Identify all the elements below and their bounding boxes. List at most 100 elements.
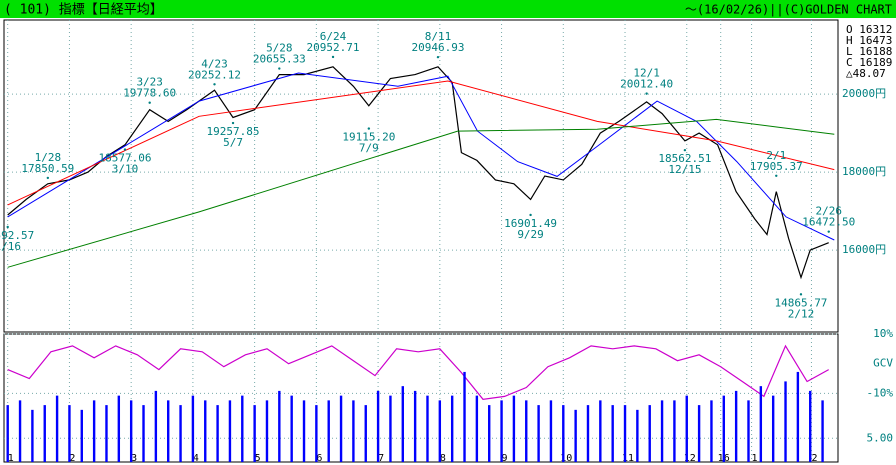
- volume-bar: [660, 400, 664, 462]
- volume-bar: [68, 405, 71, 462]
- volume-bar: [327, 400, 330, 462]
- annotation-point: [436, 55, 440, 59]
- x-tick-label: 2: [69, 453, 75, 464]
- ohlc-close: C 16189: [846, 56, 892, 69]
- annotation-point: [331, 55, 335, 59]
- annotation-date: 3/23: [136, 76, 163, 89]
- annotation-value: 19778.60: [123, 87, 176, 100]
- volume-bar: [475, 395, 479, 462]
- annotation-date: 4/23: [201, 57, 228, 70]
- annotation-date: 1/28: [35, 151, 62, 164]
- volume-bar: [771, 395, 775, 462]
- volume-bar: [278, 390, 281, 462]
- volume-bar: [6, 405, 9, 462]
- volume-bar: [685, 395, 688, 462]
- volume-bar: [537, 405, 540, 462]
- ohlc-low: L 16188: [846, 45, 892, 58]
- annotation-value: 19257.85: [207, 125, 260, 138]
- annotation-date: 7/9: [359, 142, 379, 155]
- volume-bar: [734, 390, 738, 462]
- annotation-date: 8/11: [425, 30, 452, 43]
- volume-bar: [352, 400, 355, 462]
- volume-bar: [426, 395, 429, 462]
- y-tick-label: -10%: [867, 386, 894, 399]
- annotation-point: [799, 293, 803, 296]
- x-tick-label: 9: [502, 453, 508, 464]
- annotation-point: [123, 148, 127, 151]
- volume-bar: [673, 400, 676, 462]
- x-tick-label: 6: [316, 453, 322, 464]
- volume-bar: [809, 390, 812, 462]
- volume-bar: [623, 405, 627, 462]
- annotation-point: [46, 176, 50, 180]
- volume-bar: [710, 400, 713, 462]
- volume-bar: [191, 395, 195, 462]
- ohlc-change: △48.07: [846, 67, 886, 80]
- volume-bar: [92, 400, 96, 462]
- x-tick-label: 1: [8, 453, 14, 464]
- y-tick-label: 20000円: [842, 87, 886, 100]
- volume-bar: [55, 395, 59, 462]
- volume-bar: [31, 409, 34, 462]
- volume-bar: [438, 400, 442, 462]
- volume-bar: [80, 409, 83, 462]
- volume-bar: [636, 409, 639, 462]
- volume-bar: [253, 405, 256, 462]
- price-frame: [3, 19, 839, 333]
- header-right: ～(16/02/26)||(C)GOLDEN CHART: [685, 3, 892, 17]
- volume-bar: [401, 386, 404, 462]
- annotation-value: 18577.06: [99, 152, 152, 165]
- x-tick-label: 2: [811, 453, 817, 464]
- annotation-value: 20012.40: [620, 78, 673, 91]
- y-tick-label: 16000円: [842, 243, 886, 256]
- volume-bar: [364, 405, 367, 462]
- volume-bar: [500, 400, 503, 462]
- annotation-value: 16901.49: [504, 217, 557, 230]
- x-tick-label: 10: [560, 453, 572, 464]
- volume-bar: [129, 400, 133, 462]
- annotation-point: [775, 174, 778, 177]
- volume-bar: [43, 405, 46, 462]
- annotation-date: 12/15: [668, 163, 701, 176]
- annotation-date: 1/16: [0, 240, 21, 253]
- x-tick-label: 3: [131, 453, 137, 464]
- volume-bar: [574, 409, 577, 462]
- annotation-date: 5/28: [266, 42, 293, 55]
- annotation-value: 16592.57: [0, 229, 34, 242]
- volume-bar: [265, 400, 269, 462]
- header-title: ( 101) 指標【日経平均】: [4, 3, 163, 18]
- annotation-value: 17850.59: [21, 162, 74, 175]
- annotation-value: 20252.12: [188, 68, 241, 81]
- annotation-point: [231, 121, 235, 125]
- annotation-point: [367, 127, 371, 130]
- ohlc-high: H 16473: [846, 34, 892, 47]
- y-tick-label: 10%: [873, 327, 893, 340]
- volume-bar: [204, 400, 207, 462]
- annotation-date: 2/1: [766, 149, 786, 162]
- volume-bar: [302, 400, 306, 462]
- volume-bar: [389, 395, 392, 462]
- annotation-value: 20946.93: [411, 41, 464, 54]
- volume-bar: [549, 400, 553, 462]
- volume-bar: [648, 405, 651, 462]
- annotation-date: 3/10: [112, 163, 139, 176]
- x-tick-label: 4: [193, 453, 199, 464]
- moving-average: [7, 80, 835, 206]
- x-tick-label: 7: [378, 453, 384, 464]
- gcv-line: [7, 344, 829, 400]
- annotation-point: [645, 92, 648, 95]
- volume-bar: [376, 390, 380, 462]
- annotation-value: 14865.77: [774, 296, 827, 309]
- volume-bar: [450, 395, 454, 462]
- volume-bar: [18, 400, 22, 462]
- annotation-value: 17905.37: [750, 160, 803, 173]
- volume-bar: [611, 405, 614, 462]
- annotation-value: 20655.33: [253, 53, 306, 66]
- x-tick-label: 11: [622, 453, 634, 464]
- volume-bar: [142, 405, 145, 462]
- annotation-point: [213, 83, 216, 86]
- volume-bar: [154, 390, 158, 462]
- x-tick-label: 5: [255, 453, 261, 464]
- volume-bar: [117, 395, 121, 462]
- annotation-value: 16472.50: [802, 216, 855, 229]
